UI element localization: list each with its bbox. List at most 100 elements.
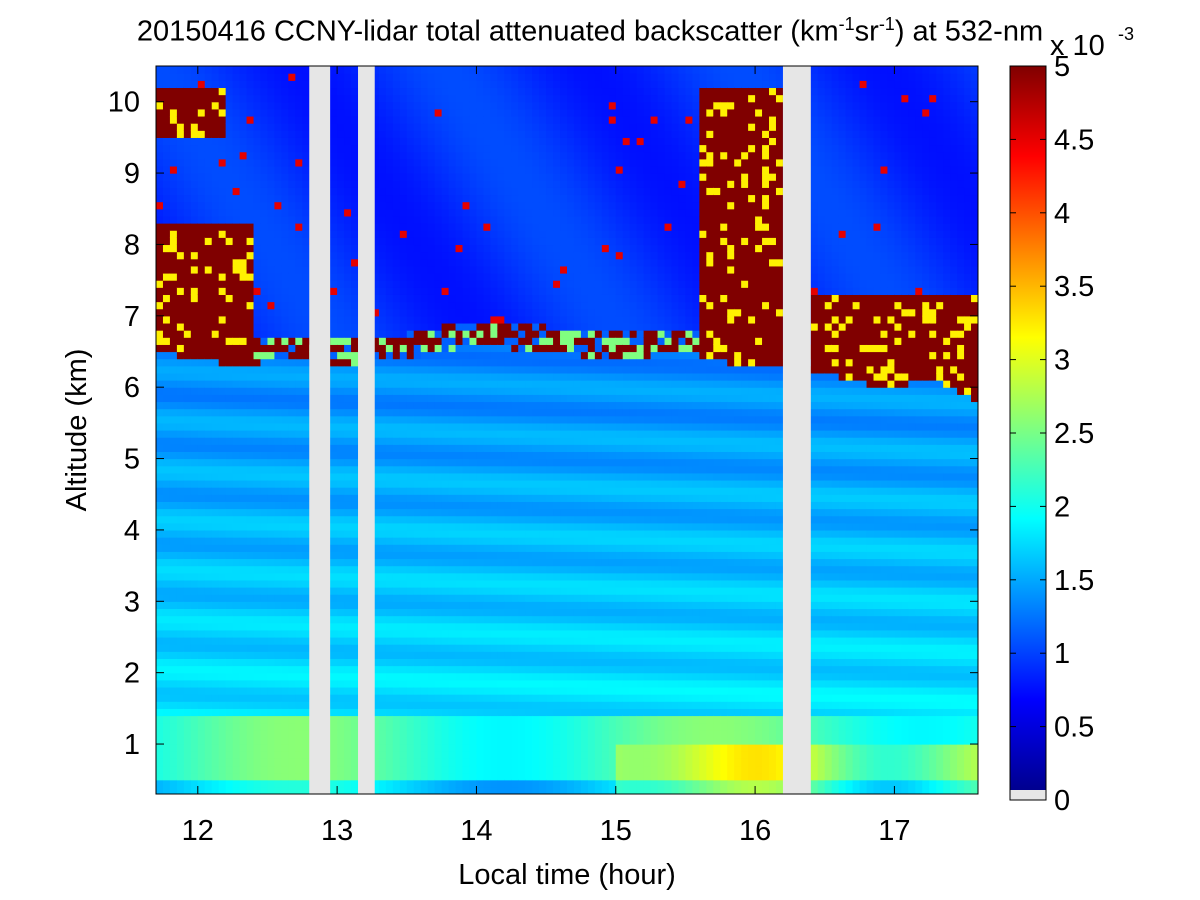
heatmap-cell: [427, 158, 436, 167]
heatmap-cell: [476, 401, 485, 410]
heatmap-cell: [483, 337, 491, 345]
heatmap-cell: [197, 708, 206, 717]
heatmap-cell: [246, 751, 255, 759]
heatmap-cell: [483, 786, 491, 794]
heatmap-cell: [169, 465, 178, 474]
heatmap-cell: [274, 644, 282, 652]
heatmap-cell: [434, 223, 443, 231]
heatmap-cell: [469, 380, 478, 388]
heatmap-cell: [239, 144, 248, 153]
heatmap-cell: [469, 280, 478, 288]
heatmap-cell: [434, 472, 443, 481]
heatmap-cell: [232, 251, 241, 260]
heatmap-cell: [413, 115, 422, 124]
heatmap-cell: [371, 108, 380, 117]
heatmap-cell: [156, 165, 164, 174]
heatmap-cell: [406, 437, 415, 445]
heatmap-cell: [225, 401, 234, 410]
heatmap-cell: [253, 786, 262, 794]
heatmap-cell: [476, 658, 485, 667]
heatmap-cell: [385, 151, 394, 160]
heatmap-cell: [218, 479, 227, 488]
heatmap-cell: [232, 115, 241, 124]
heatmap-cell: [267, 208, 276, 217]
heatmap-cell: [288, 451, 296, 460]
heatmap-cell: [351, 665, 359, 674]
heatmap-cell: [281, 465, 289, 474]
heatmap-cell: [392, 658, 401, 667]
heatmap-cell: [211, 608, 220, 617]
heatmap-cell: [469, 123, 478, 131]
heatmap-cell: [302, 272, 310, 281]
heatmap-cell: [267, 644, 276, 652]
heatmap-cell: [351, 265, 359, 274]
heatmap-cell: [183, 508, 192, 517]
heatmap-cell: [246, 94, 255, 103]
heatmap-cell: [218, 180, 227, 188]
heatmap-cell: [441, 201, 450, 210]
heatmap-cell: [225, 415, 234, 424]
heatmap-cell: [302, 230, 310, 238]
heatmap-cell: [267, 87, 276, 96]
heatmap-cell: [211, 744, 220, 752]
heatmap-cell: [399, 694, 408, 702]
heatmap-cell: [260, 772, 269, 781]
heatmap-cell: [462, 686, 471, 695]
heatmap-cell: [204, 751, 213, 759]
heatmap-cell: [176, 694, 185, 702]
heatmap-cell: [239, 322, 248, 331]
heatmap-cell: [378, 686, 387, 695]
heatmap-cell: [455, 272, 464, 281]
heatmap-cell: [420, 651, 429, 659]
heatmap-cell: [176, 258, 185, 267]
heatmap-cell: [176, 722, 185, 731]
heatmap-cell: [427, 508, 436, 517]
heatmap-cell: [337, 629, 345, 638]
heatmap-cell: [169, 87, 178, 96]
heatmap-cell: [232, 622, 241, 631]
heatmap-cell: [420, 394, 429, 403]
heatmap-cell: [483, 387, 491, 395]
heatmap-cell: [490, 337, 498, 345]
heatmap-cell: [490, 672, 498, 681]
heatmap-cell: [330, 301, 338, 310]
heatmap-cell: [274, 215, 282, 224]
heatmap-cell: [190, 629, 199, 638]
heatmap-cell: [162, 622, 171, 631]
heatmap-cell: [295, 629, 303, 638]
heatmap-cell: [302, 451, 310, 460]
heatmap-cell: [218, 572, 227, 581]
heatmap-cell: [197, 80, 206, 89]
heatmap-cell: [455, 301, 464, 310]
heatmap-cell: [378, 736, 387, 745]
heatmap-cell: [225, 73, 234, 81]
heatmap-cell: [392, 230, 401, 238]
heatmap-cell: [371, 201, 380, 210]
heatmap-cell: [371, 736, 380, 745]
heatmap-cell: [351, 736, 359, 745]
heatmap-cell: [371, 101, 380, 110]
heatmap-cell: [371, 387, 380, 395]
heatmap-cell: [434, 351, 443, 360]
heatmap-cell: [169, 479, 178, 488]
heatmap-cell: [371, 708, 380, 717]
heatmap-cell: [483, 365, 491, 374]
heatmap-cell: [281, 701, 289, 709]
heatmap-cell: [462, 430, 471, 438]
heatmap-cell: [378, 765, 387, 774]
heatmap-cell: [413, 751, 422, 759]
heatmap-cell: [295, 123, 303, 131]
heatmap-cell: [476, 736, 485, 745]
heatmap-cell: [281, 215, 289, 224]
heatmap-cell: [156, 387, 164, 395]
heatmap-cell: [281, 387, 289, 395]
heatmap-cell: [156, 494, 164, 502]
heatmap-cell: [190, 73, 199, 81]
heatmap-cell: [260, 572, 269, 581]
heatmap-cell: [176, 137, 185, 146]
heatmap-cell: [246, 244, 255, 253]
heatmap-cell: [413, 372, 422, 381]
heatmap-cell: [169, 94, 178, 103]
heatmap-cell: [490, 180, 498, 188]
heatmap-cell: [162, 380, 171, 388]
